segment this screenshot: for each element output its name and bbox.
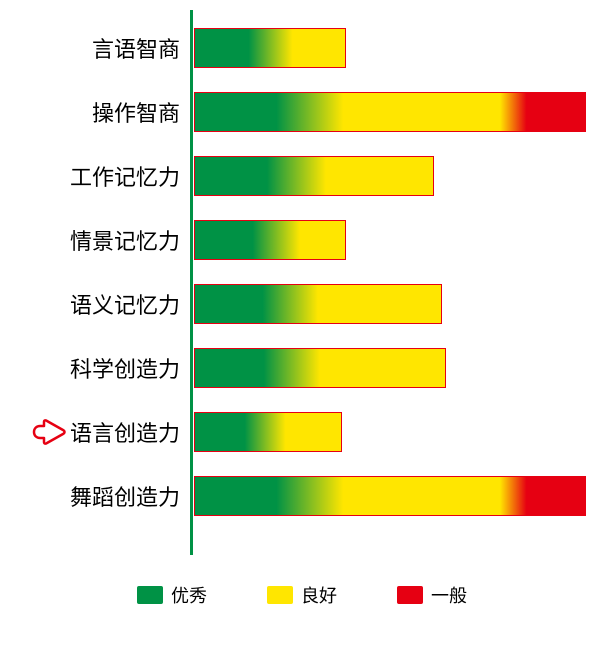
chart-area: 言语智商操作智商工作记忆力情景记忆力语义记忆力科学创造力语言创造力舞蹈创造力 [0,10,604,570]
bar-row: 工作记忆力 [0,156,604,196]
bar [194,92,586,132]
pointer-icon [30,418,66,446]
bar-row: 操作智商 [0,92,604,132]
bar-label: 科学创造力 [0,352,180,384]
bar [194,284,442,324]
bar-label: 操作智商 [0,96,180,128]
bar-label: 言语智商 [0,32,180,64]
legend-item: 一般 [397,582,467,608]
bar [194,476,586,516]
bar-row: 情景记忆力 [0,220,604,260]
bar-label: 情景记忆力 [0,224,180,256]
bar [194,28,346,68]
bar-row: 科学创造力 [0,348,604,388]
legend-item: 优秀 [137,582,207,608]
bar [194,156,434,196]
bar-row: 语义记忆力 [0,284,604,324]
bar-label: 舞蹈创造力 [0,480,180,512]
legend-label: 良好 [301,582,337,608]
bar-row: 舞蹈创造力 [0,476,604,516]
legend-label: 一般 [431,582,467,608]
legend: 优秀 良好 一般 [0,582,604,608]
bar [194,220,346,260]
bar [194,348,446,388]
legend-item: 良好 [267,582,337,608]
bar-row: 语言创造力 [0,412,604,452]
bar-row: 言语智商 [0,28,604,68]
bar-label: 语义记忆力 [0,288,180,320]
bar-label: 语言创造力 [0,416,180,448]
bar-label: 工作记忆力 [0,160,180,192]
legend-swatch [267,586,293,604]
legend-label: 优秀 [171,582,207,608]
legend-swatch [397,586,423,604]
bar [194,412,342,452]
legend-swatch [137,586,163,604]
